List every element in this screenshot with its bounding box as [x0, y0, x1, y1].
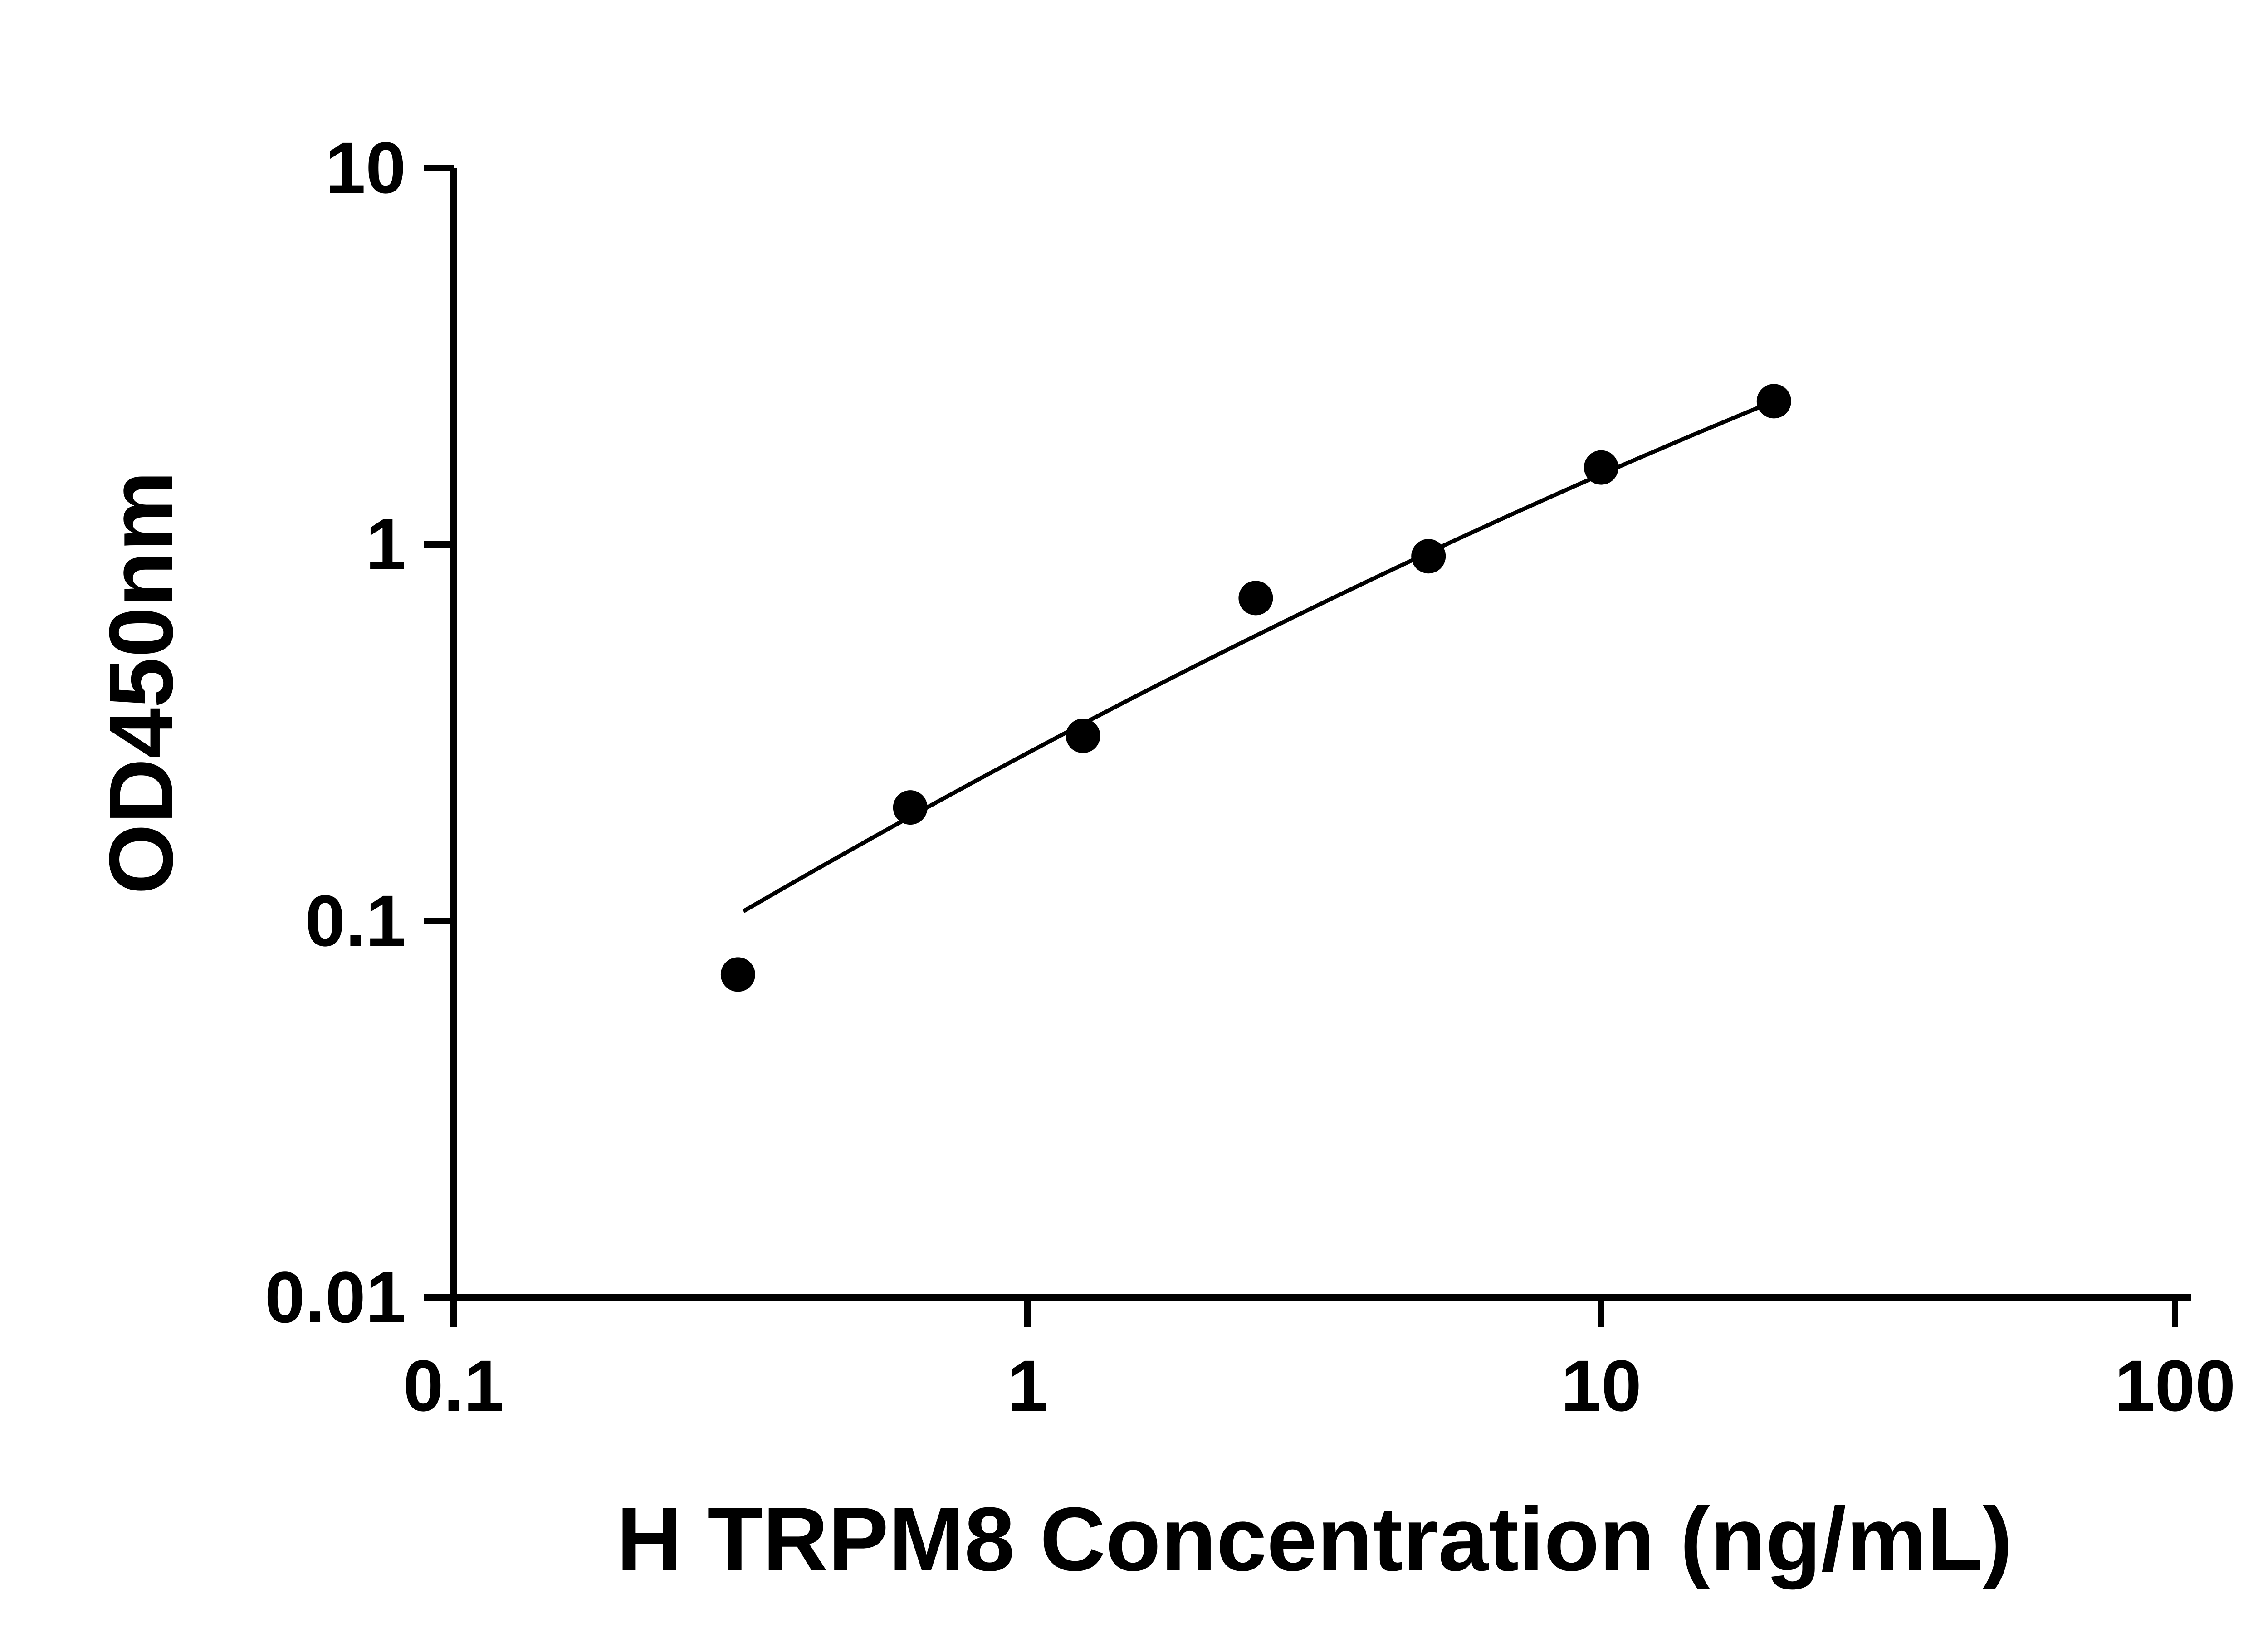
- x-tick-label: 10: [1561, 1345, 1642, 1426]
- y-tick-labels: 0.01 0.1 1 10: [265, 127, 406, 1338]
- data-point-marker: [1584, 450, 1618, 485]
- data-point-marker: [1238, 581, 1273, 616]
- x-axis-title: H TRPM8 Concentration (ng/mL): [616, 1489, 2013, 1590]
- fit-curve: [742, 399, 1775, 913]
- data-point-marker: [893, 790, 928, 825]
- data-point-marker: [1066, 719, 1100, 753]
- x-tick-labels: 0.1 1 10 100: [403, 1345, 2236, 1426]
- y-tick-label: 0.01: [265, 1257, 406, 1338]
- data-point-marker: [720, 957, 755, 992]
- data-point-marker: [1756, 384, 1791, 419]
- x-axis-ticks: [450, 1297, 2178, 1327]
- y-tick-label: 10: [325, 127, 406, 208]
- x-tick-label: 0.1: [403, 1345, 504, 1426]
- x-tick-label: 100: [2115, 1345, 2236, 1426]
- y-tick-label: 0.1: [305, 880, 406, 961]
- y-tick-label: 1: [366, 504, 406, 585]
- x-tick-label: 1: [1007, 1345, 1048, 1426]
- y-axis-ticks: [424, 165, 454, 1301]
- y-axis-title: OD450nm: [91, 471, 192, 895]
- data-point-marker: [1411, 539, 1446, 574]
- data-points: [720, 384, 1791, 992]
